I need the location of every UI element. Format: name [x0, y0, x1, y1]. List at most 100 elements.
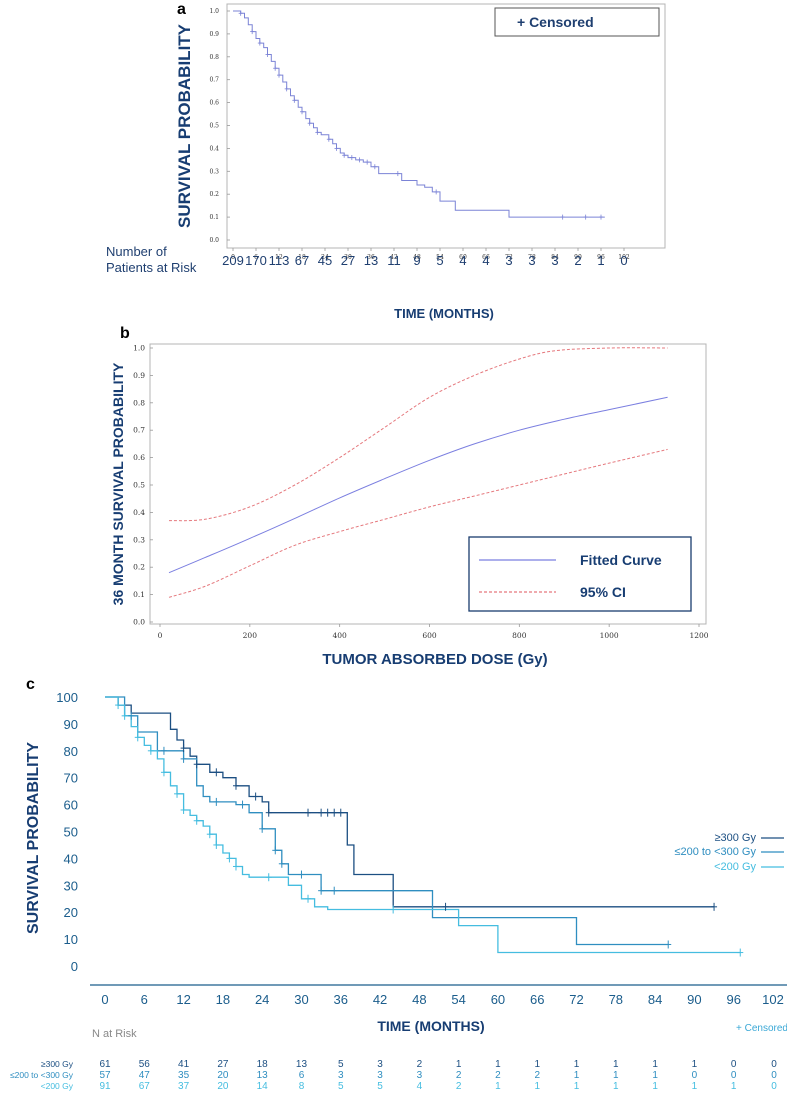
b-x-tick-label: 200 [243, 631, 258, 640]
c-risk-count: 3 [338, 1070, 344, 1081]
a-y-tick-label: 0.6 [209, 100, 219, 107]
c-x-tick-label: 60 [491, 992, 505, 1007]
b-y-tick-label: 0.7 [133, 426, 145, 435]
b-x-tick-label: 800 [512, 631, 527, 640]
b-y-tick-label: 0.6 [133, 453, 145, 462]
c-censor-mark [213, 797, 220, 806]
c-risk-count: 20 [217, 1070, 229, 1081]
b-x-tick-label: 1000 [600, 631, 619, 640]
c-censor-mark [665, 940, 672, 949]
c-censor-mark [390, 905, 397, 914]
a-y-tick-label: 0.2 [209, 191, 219, 198]
c-censor-mark [193, 816, 200, 825]
c-censor-mark [711, 902, 718, 911]
c-survival-curve [105, 696, 715, 908]
a-censor-mark [250, 29, 255, 35]
c-risk-count: 4 [417, 1081, 423, 1092]
c-risk-count: 0 [771, 1070, 777, 1081]
c-risk-count: 1 [574, 1070, 580, 1081]
a-x-tick-label: 90 [574, 254, 582, 261]
panel-a-letter: a [177, 1, 186, 18]
a-x-tick-label: 96 [597, 254, 605, 261]
c-risk-count: 3 [377, 1059, 383, 1070]
c-x-tick-label: 90 [687, 992, 701, 1007]
c-y-tick-label: 100 [56, 690, 78, 705]
b-y-tick-label: 0.2 [133, 563, 145, 572]
c-censor-mark [331, 886, 338, 895]
c-risk-count: 3 [417, 1070, 423, 1081]
panel-c-y-axis-label: SURVIVAL PROBABILITY [25, 742, 42, 934]
c-risk-count: 56 [139, 1059, 151, 1070]
a-x-tick-label: 42 [390, 254, 398, 261]
a-risk-count: 67 [295, 253, 309, 268]
a-x-tick-label: 54 [436, 254, 444, 261]
c-legend-label: <200 Gy [714, 861, 756, 873]
a-y-tick-label: 0.5 [209, 123, 219, 130]
a-x-tick-label: 72 [505, 254, 513, 261]
fitted-curve-legend-label: Fitted Curve [580, 552, 662, 568]
c-risk-count: 1 [456, 1059, 462, 1070]
c-risk-count: 0 [731, 1059, 737, 1070]
a-risk-count: 2 [574, 253, 581, 268]
b-x-tick-label: 600 [422, 631, 437, 640]
panel-b-letter: b [120, 325, 130, 342]
panel-a-survival-chart: a 0.00.10.20.30.40.50.60.70.80.91.0 0 6 12… [106, 1, 666, 321]
a-risk-count: 13 [364, 253, 378, 268]
a-x-tick-label: 60 [459, 254, 467, 261]
c-x-tick-label: 84 [648, 992, 662, 1007]
a-risk-count: 4 [459, 253, 466, 268]
c-censor-mark [213, 840, 220, 849]
c-y-tick-label: 70 [64, 771, 78, 786]
c-risk-count: 57 [99, 1070, 111, 1081]
panel-a-y-axis-label: SURVIVAL PROBABILITY [175, 23, 194, 228]
a-censor-mark [257, 40, 262, 46]
c-risk-count: 18 [257, 1059, 269, 1070]
c-censor-mark [318, 886, 325, 895]
a-x-tick-label: 36 [367, 254, 375, 261]
c-censor-mark [232, 862, 239, 871]
c-censor-mark [147, 746, 154, 755]
c-risk-count: 67 [139, 1081, 151, 1092]
a-censor-mark [307, 120, 312, 126]
c-censor-mark [259, 824, 266, 833]
panel-b-frame [149, 343, 707, 625]
censored-legend-label: + Censored [517, 14, 594, 30]
c-censor-mark [232, 781, 239, 790]
c-risk-count: 2 [456, 1070, 462, 1081]
c-x-tick-label: 102 [762, 992, 784, 1007]
c-risk-count: 1 [613, 1070, 619, 1081]
ci-legend-label: 95% CI [580, 584, 626, 600]
c-censor-mark [193, 760, 200, 769]
c-y-tick-label: 90 [64, 717, 78, 732]
a-censor-mark [315, 129, 320, 135]
c-y-tick-label: 40 [64, 851, 78, 866]
c-risk-count: 5 [338, 1059, 344, 1070]
c-risk-count: 1 [495, 1059, 501, 1070]
a-censor-mark [599, 214, 603, 220]
c-censor-mark [737, 948, 744, 957]
c-legend-label: ≤200 to <300 Gy [674, 846, 756, 858]
c-y-tick-label: 30 [64, 878, 78, 893]
b-y-tick-label: 0.1 [133, 590, 145, 599]
c-risk-count: 2 [417, 1059, 423, 1070]
c-risk-count: 61 [99, 1059, 111, 1070]
a-risk-count: 9 [413, 253, 420, 268]
a-censor-mark [273, 65, 278, 71]
c-x-tick-label: 66 [530, 992, 544, 1007]
risk-label-line-2: Patients at Risk [106, 260, 197, 275]
c-risk-count: 1 [534, 1081, 540, 1092]
c-y-tick-label: 20 [64, 905, 78, 920]
c-x-tick-label: 30 [294, 992, 308, 1007]
c-x-tick-label: 12 [176, 992, 190, 1007]
a-risk-count: 3 [505, 253, 512, 268]
panel-a-frame [226, 3, 666, 249]
a-censor-mark [365, 159, 370, 165]
b-y-tick-label: 0.3 [133, 535, 145, 544]
c-censor-mark [115, 701, 122, 710]
c-risk-count: 27 [217, 1059, 229, 1070]
c-risk-count: 2 [534, 1070, 540, 1081]
c-survival-curve [105, 696, 669, 946]
c-censor-mark [337, 808, 344, 817]
c-risk-count: 0 [771, 1059, 777, 1070]
c-risk-count: 1 [652, 1059, 658, 1070]
